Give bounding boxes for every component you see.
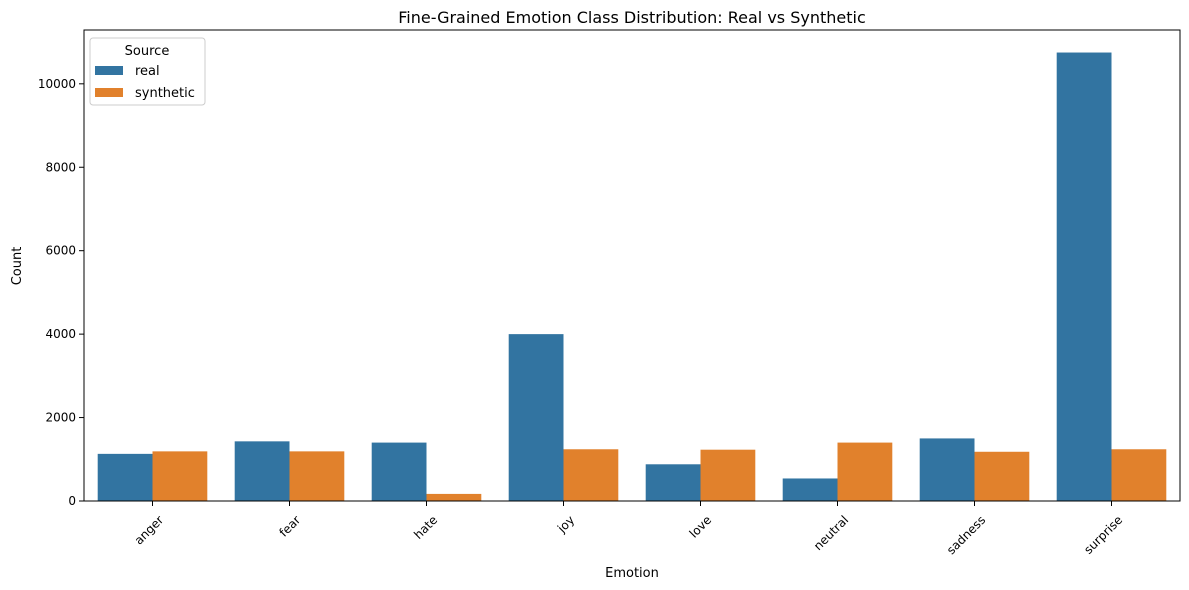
legend-label-synthetic: synthetic [135,86,195,101]
legend-swatch-synthetic [95,88,123,97]
bar-real-surprise [1056,52,1112,501]
bar-real-anger [97,453,153,501]
bar-real-hate [371,442,427,501]
bar-synthetic-neutral [837,442,893,501]
bar-real-love [645,464,701,501]
chart-title: Fine-Grained Emotion Class Distribution:… [398,8,866,27]
y-tick-label-6000: 6000 [45,244,76,258]
bar-real-fear [234,441,290,501]
legend: Source real synthetic [89,37,206,106]
bar-real-sadness [919,438,975,501]
legend-title: Source [125,44,170,59]
bar-synthetic-surprise [1111,449,1167,501]
bar-synthetic-love [700,449,756,501]
bar-synthetic-sadness [974,451,1030,501]
y-tick-label-0: 0 [68,494,76,508]
legend-swatch-real [95,66,123,75]
y-tick-label-2000: 2000 [45,411,76,425]
y-tick-label-8000: 8000 [45,160,76,174]
plot-frame [83,29,1181,502]
y-tick-label-10000: 10000 [38,77,76,91]
legend-label-real: real [135,64,160,79]
bar-real-neutral [782,478,838,501]
bar-synthetic-hate [426,493,482,501]
bar-synthetic-fear [289,451,345,501]
bars [97,52,1167,501]
x-axis-label: Emotion [605,566,659,581]
y-axis-label: Count [10,247,25,286]
bar-real-joy [508,334,564,501]
bar-synthetic-joy [563,449,619,501]
y-tick-label-4000: 4000 [45,327,76,341]
bar-synthetic-anger [152,451,208,501]
